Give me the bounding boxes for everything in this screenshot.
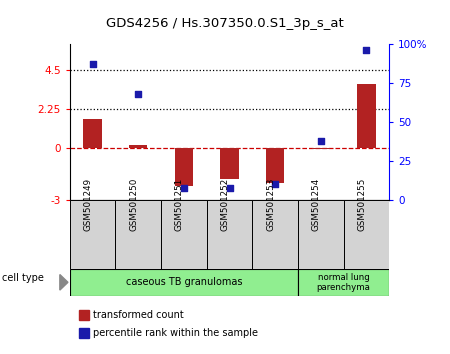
Bar <box>129 145 147 148</box>
Text: GSM501252: GSM501252 <box>220 177 230 231</box>
Point <box>317 138 324 144</box>
Text: caseous TB granulomas: caseous TB granulomas <box>126 277 242 287</box>
Text: GSM501254: GSM501254 <box>312 177 321 231</box>
Bar <box>298 200 344 269</box>
Point <box>89 62 96 67</box>
Text: GSM501249: GSM501249 <box>84 178 93 231</box>
Bar <box>70 269 298 296</box>
Bar <box>312 148 330 149</box>
Text: GSM501250: GSM501250 <box>129 177 138 231</box>
Text: cell type: cell type <box>2 273 44 283</box>
Text: percentile rank within the sample: percentile rank within the sample <box>93 328 258 338</box>
Point <box>363 48 370 53</box>
Text: GDS4256 / Hs.307350.0.S1_3p_s_at: GDS4256 / Hs.307350.0.S1_3p_s_at <box>106 17 344 29</box>
Text: transformed count: transformed count <box>93 310 184 320</box>
Text: GSM501251: GSM501251 <box>175 177 184 231</box>
Point <box>271 182 279 187</box>
Bar <box>357 84 376 148</box>
Bar <box>70 200 115 269</box>
Bar <box>298 269 389 296</box>
Polygon shape <box>60 275 68 290</box>
Bar <box>344 200 389 269</box>
Point <box>180 185 188 190</box>
Bar <box>161 200 207 269</box>
Text: GSM501255: GSM501255 <box>357 177 366 231</box>
Bar <box>207 200 252 269</box>
Point <box>226 185 233 190</box>
Point <box>135 91 142 97</box>
Bar <box>115 200 161 269</box>
Bar <box>266 148 284 183</box>
Bar <box>175 148 193 186</box>
Text: GSM501253: GSM501253 <box>266 177 275 231</box>
Text: normal lung
parenchyma: normal lung parenchyma <box>317 273 370 292</box>
Bar <box>252 200 298 269</box>
Bar <box>220 148 238 179</box>
Bar <box>83 119 102 148</box>
